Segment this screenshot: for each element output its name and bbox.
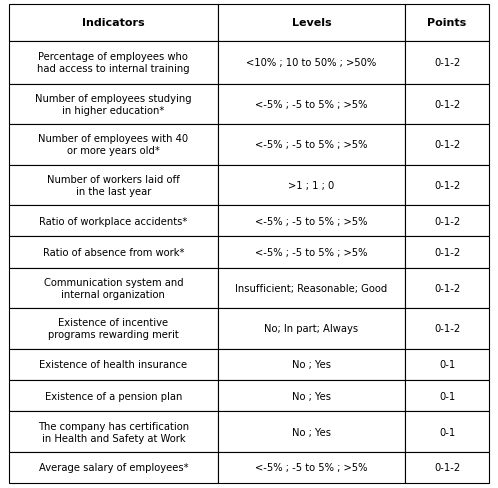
Bar <box>218 349 405 380</box>
Text: 0-1-2: 0-1-2 <box>434 324 460 334</box>
Bar <box>405 349 489 380</box>
Bar <box>218 452 405 483</box>
Bar <box>405 380 489 411</box>
Bar <box>9 268 218 308</box>
Text: Ratio of workplace accidents*: Ratio of workplace accidents* <box>39 216 188 226</box>
Text: No ; Yes: No ; Yes <box>292 391 331 401</box>
Bar <box>218 237 405 268</box>
Bar <box>218 125 405 165</box>
Bar <box>218 41 405 84</box>
Bar <box>9 452 218 483</box>
Bar <box>218 5 405 41</box>
Bar <box>9 237 218 268</box>
Bar <box>218 206 405 237</box>
Text: <10% ; 10 to 50% ; >50%: <10% ; 10 to 50% ; >50% <box>247 58 376 68</box>
Text: 0-1-2: 0-1-2 <box>434 181 460 190</box>
Text: No ; Yes: No ; Yes <box>292 360 331 369</box>
Text: Indicators: Indicators <box>82 18 145 28</box>
Text: Points: Points <box>427 18 467 28</box>
Bar <box>405 268 489 308</box>
Bar <box>9 411 218 452</box>
Text: Insufficient; Reasonable; Good: Insufficient; Reasonable; Good <box>235 284 387 293</box>
Text: Existence of incentive
programs rewarding merit: Existence of incentive programs rewardin… <box>48 318 179 340</box>
Bar <box>218 380 405 411</box>
Text: 0-1-2: 0-1-2 <box>434 247 460 258</box>
Text: <-5% ; -5 to 5% ; >5%: <-5% ; -5 to 5% ; >5% <box>255 100 368 110</box>
Text: <-5% ; -5 to 5% ; >5%: <-5% ; -5 to 5% ; >5% <box>255 463 368 472</box>
Text: 0-1: 0-1 <box>439 391 455 401</box>
Bar <box>9 308 218 349</box>
Bar <box>405 125 489 165</box>
Text: 0-1: 0-1 <box>439 427 455 437</box>
Text: Number of employees with 40
or more years old*: Number of employees with 40 or more year… <box>38 134 188 156</box>
Bar <box>9 380 218 411</box>
Text: Number of employees studying
in higher education*: Number of employees studying in higher e… <box>35 94 192 116</box>
Text: The company has certification
in Health and Safety at Work: The company has certification in Health … <box>38 421 189 443</box>
Bar <box>9 165 218 206</box>
Bar <box>218 411 405 452</box>
Text: Number of workers laid off
in the last year: Number of workers laid off in the last y… <box>47 175 180 197</box>
Text: 0-1-2: 0-1-2 <box>434 463 460 472</box>
Text: 0-1-2: 0-1-2 <box>434 284 460 293</box>
Bar <box>405 84 489 125</box>
Bar <box>218 308 405 349</box>
Bar <box>405 5 489 41</box>
Text: Percentage of employees who
had access to internal training: Percentage of employees who had access t… <box>37 52 190 74</box>
Text: Ratio of absence from work*: Ratio of absence from work* <box>43 247 184 258</box>
Bar <box>405 452 489 483</box>
Text: 0-1: 0-1 <box>439 360 455 369</box>
Text: <-5% ; -5 to 5% ; >5%: <-5% ; -5 to 5% ; >5% <box>255 247 368 258</box>
Text: Average salary of employees*: Average salary of employees* <box>38 463 188 472</box>
Bar <box>218 165 405 206</box>
Bar <box>9 5 218 41</box>
Bar <box>405 237 489 268</box>
Text: 0-1-2: 0-1-2 <box>434 100 460 110</box>
Bar <box>9 125 218 165</box>
Bar <box>218 268 405 308</box>
Bar <box>218 84 405 125</box>
Bar <box>9 84 218 125</box>
Text: No; In part; Always: No; In part; Always <box>264 324 359 334</box>
Text: >1 ; 1 ; 0: >1 ; 1 ; 0 <box>288 181 335 190</box>
Text: No ; Yes: No ; Yes <box>292 427 331 437</box>
Bar <box>405 411 489 452</box>
Text: <-5% ; -5 to 5% ; >5%: <-5% ; -5 to 5% ; >5% <box>255 216 368 226</box>
Text: Communication system and
internal organization: Communication system and internal organi… <box>43 278 183 300</box>
Bar <box>405 165 489 206</box>
Bar <box>9 349 218 380</box>
Text: Levels: Levels <box>292 18 331 28</box>
Bar <box>405 206 489 237</box>
Bar <box>9 41 218 84</box>
Bar <box>9 206 218 237</box>
Bar <box>405 41 489 84</box>
Text: Existence of health insurance: Existence of health insurance <box>39 360 187 369</box>
Bar <box>405 308 489 349</box>
Text: 0-1-2: 0-1-2 <box>434 58 460 68</box>
Text: Existence of a pension plan: Existence of a pension plan <box>45 391 182 401</box>
Text: 0-1-2: 0-1-2 <box>434 216 460 226</box>
Text: <-5% ; -5 to 5% ; >5%: <-5% ; -5 to 5% ; >5% <box>255 140 368 150</box>
Text: 0-1-2: 0-1-2 <box>434 140 460 150</box>
